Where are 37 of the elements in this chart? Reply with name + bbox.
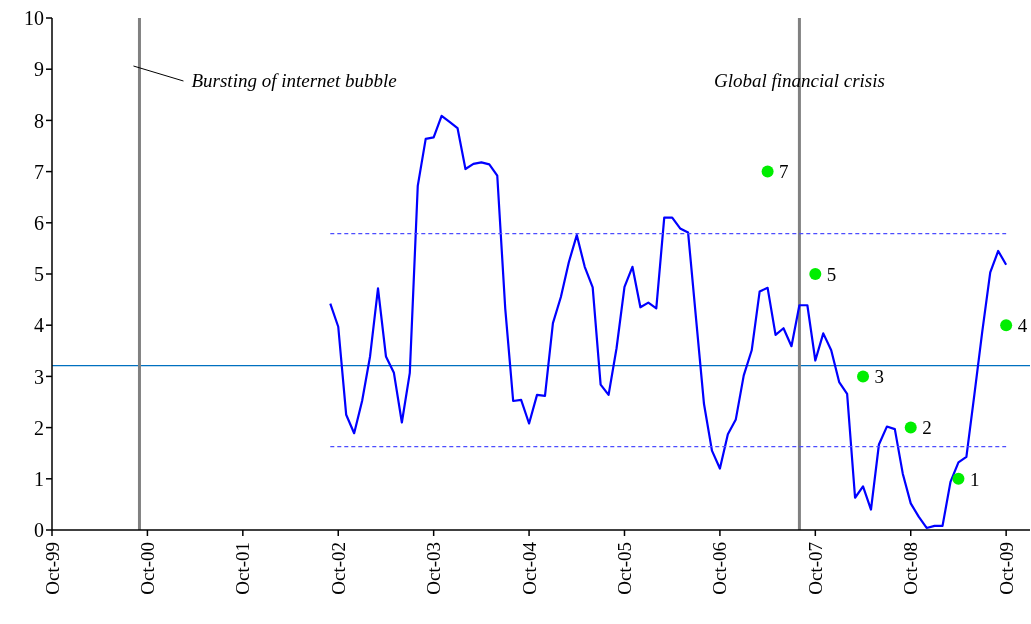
point	[952, 472, 965, 485]
data-label: 5	[826, 263, 837, 285]
point	[1000, 319, 1013, 332]
point	[761, 165, 774, 178]
x-tick-label: Oct-05	[613, 542, 635, 595]
ref-line-label: Global financial crisis	[713, 69, 885, 91]
y-tick-label: 8	[34, 109, 44, 132]
x-tick-label: Oct-09	[995, 542, 1017, 595]
y-tick-label: 4	[34, 314, 44, 337]
data-label: 7	[779, 161, 789, 183]
x-tick-label: Oct-08	[900, 542, 922, 595]
y-tick-label: 10	[24, 7, 44, 30]
data-label: 2	[922, 417, 932, 439]
x-tick-label: Oct-99	[41, 542, 63, 595]
y-tick-label: 6	[34, 211, 44, 234]
y-tick-label: 9	[34, 58, 44, 81]
x-tick-label: Oct-07	[804, 542, 826, 595]
x-tick-label: Oct-04	[518, 541, 540, 595]
point	[857, 370, 870, 383]
x-tick-label: Oct-06	[709, 542, 731, 595]
data-label: 3	[874, 366, 885, 388]
x-tick-label: Oct-02	[327, 542, 349, 595]
x-tick-label: Oct-01	[232, 542, 254, 595]
y-tick-label: 2	[34, 416, 44, 439]
y-tick-label: 0	[34, 519, 44, 542]
data-label: 4	[1017, 314, 1028, 336]
point	[904, 421, 917, 434]
data-label: 1	[969, 468, 980, 490]
ref-line-label: Bursting of internet bubble	[191, 69, 397, 91]
point	[809, 268, 822, 280]
y-tick-label: 3	[34, 365, 44, 388]
y-tick-label: 5	[34, 263, 44, 286]
y-tick-label: 7	[34, 160, 44, 183]
line-series	[329, 114, 1008, 530]
y-tick-label: 1	[34, 467, 44, 490]
x-tick-label: Oct-00	[136, 542, 158, 595]
x-tick-label: Oct-03	[423, 542, 445, 595]
